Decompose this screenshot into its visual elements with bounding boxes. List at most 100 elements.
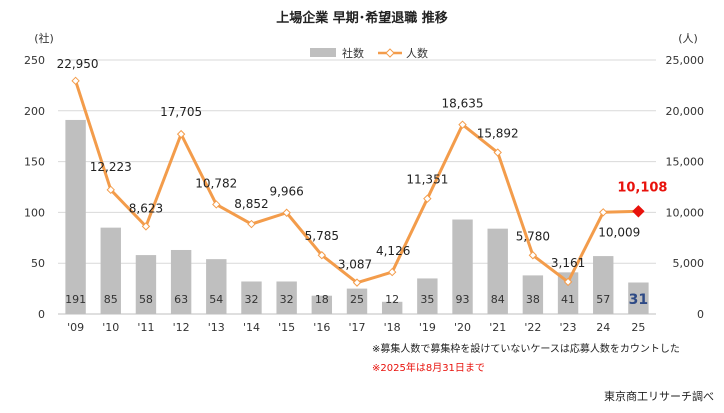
line-value-label: 5,780 [516,229,550,243]
line-point [71,76,80,86]
bar-value-label: 38 [526,293,540,306]
y-left-tick-label: 0 [38,308,45,321]
y-left-tick-label: 100 [24,206,45,219]
bar [311,295,333,314]
line-value-label: 11,351 [406,173,448,187]
bar-value-label: 93 [456,293,470,306]
bar [170,249,192,314]
y-right-tick-label: 0 [697,308,704,321]
x-tick-label: '14 [243,321,260,334]
line-point [563,277,573,287]
bar-value-label: 12 [385,293,399,306]
x-tick-label: '17 [348,321,365,334]
x-tick-label: 25 [631,321,645,334]
line-value-label: 8,623 [129,201,163,215]
y-left-tick-label: 200 [24,105,45,118]
line-value-label: 12,223 [90,160,132,174]
line-point [387,267,397,277]
footnote-1: ※募集人数で募集枠を設けていないケースは応募人数をカウントした [372,342,680,355]
line-point [212,200,221,209]
x-tick-label: '21 [489,321,506,334]
x-tick-label: '20 [454,321,471,334]
bar [487,228,508,314]
x-tick-label: '16 [313,321,330,334]
line-point [352,278,362,287]
legend-line-marker [385,48,395,58]
bar-series [65,119,649,314]
line-points [71,76,645,287]
line-value-label: 8,852 [234,197,268,211]
y-right-tick-label: 20,000 [666,105,705,118]
line-value-label: 3,087 [338,258,372,272]
bar-value-label: 63 [174,293,188,306]
x-tick-label: '12 [173,321,190,334]
line-point [528,251,538,260]
bar [135,255,157,314]
y-right-tick-label: 15,000 [666,156,705,169]
y-right-tick-label: 25,000 [666,54,705,67]
line-point [423,194,432,203]
x-tick-label: '11 [137,321,154,334]
bar [522,275,544,314]
bar-value-label: 85 [104,293,118,306]
bar [100,227,121,314]
bar-value-label: 18 [315,293,329,306]
x-tick-label: '18 [384,321,401,334]
bar-value-label: 57 [596,293,610,306]
line-point [141,222,151,231]
x-tick-label: '22 [524,321,541,334]
line-value-label: 10,782 [195,176,237,190]
x-tick-label: '09 [67,321,84,334]
y-right-tick-label: 10,000 [666,206,705,219]
bar-value-label: 191 [65,293,86,306]
y-left-unit: (社) [34,31,54,45]
bar-value-label: 31 [629,292,648,308]
bar [417,278,438,314]
x-tick-label: '19 [419,321,436,334]
x-tick-label: 24 [596,321,610,334]
x-tick-label: '23 [560,321,577,334]
line-point [247,219,256,229]
y-left-tick-label: 50 [31,257,45,270]
bar-value-label: 84 [491,293,505,306]
bar [593,256,614,314]
bar [557,272,579,314]
y-right-unit: (人) [678,32,698,45]
bar-value-label: 32 [244,293,258,306]
line-value-label: 15,892 [477,127,519,141]
legend-bar-swatch [310,48,336,57]
line-point [282,208,291,217]
gridlines [58,59,656,264]
bar-labels: 191 85 58 63 54 32 32 18 25 12 35 93 84 38 41 57 31 [65,292,648,308]
bar-value-label: 54 [209,293,223,306]
y-left-tick-label: 250 [24,54,45,67]
line-value-label: 9,966 [269,185,303,199]
y-left-tick-label: 150 [24,156,45,169]
bar [381,301,403,314]
bar-value-label: 58 [139,293,153,306]
bar [346,288,368,314]
line-value-label: 4,126 [376,244,410,258]
bar [65,119,86,314]
x-tick-label: '13 [208,321,225,334]
bar [628,282,649,314]
line-point [632,205,645,218]
bar-value-label: 35 [420,293,434,306]
line-value-label: 18,635 [442,97,484,111]
bar-value-label: 41 [561,293,575,306]
bar [241,281,262,314]
bar-value-label: 32 [280,293,294,306]
line-value-label: 22,950 [57,57,99,71]
line-value-label: 3,161 [551,256,585,270]
x-tick-label: '15 [278,321,295,334]
bar [206,259,227,314]
source-credit: 東京商工リサーチ調べ [604,389,714,403]
line-value-label: 17,705 [160,105,202,119]
x-tick-label: '10 [102,321,119,334]
legend: 社数 人数 [310,46,428,60]
line-value-label: 10,108 [617,180,667,195]
chart-title: 上場企業 早期･希望退職 推移 [276,10,448,26]
line-point [106,185,115,195]
